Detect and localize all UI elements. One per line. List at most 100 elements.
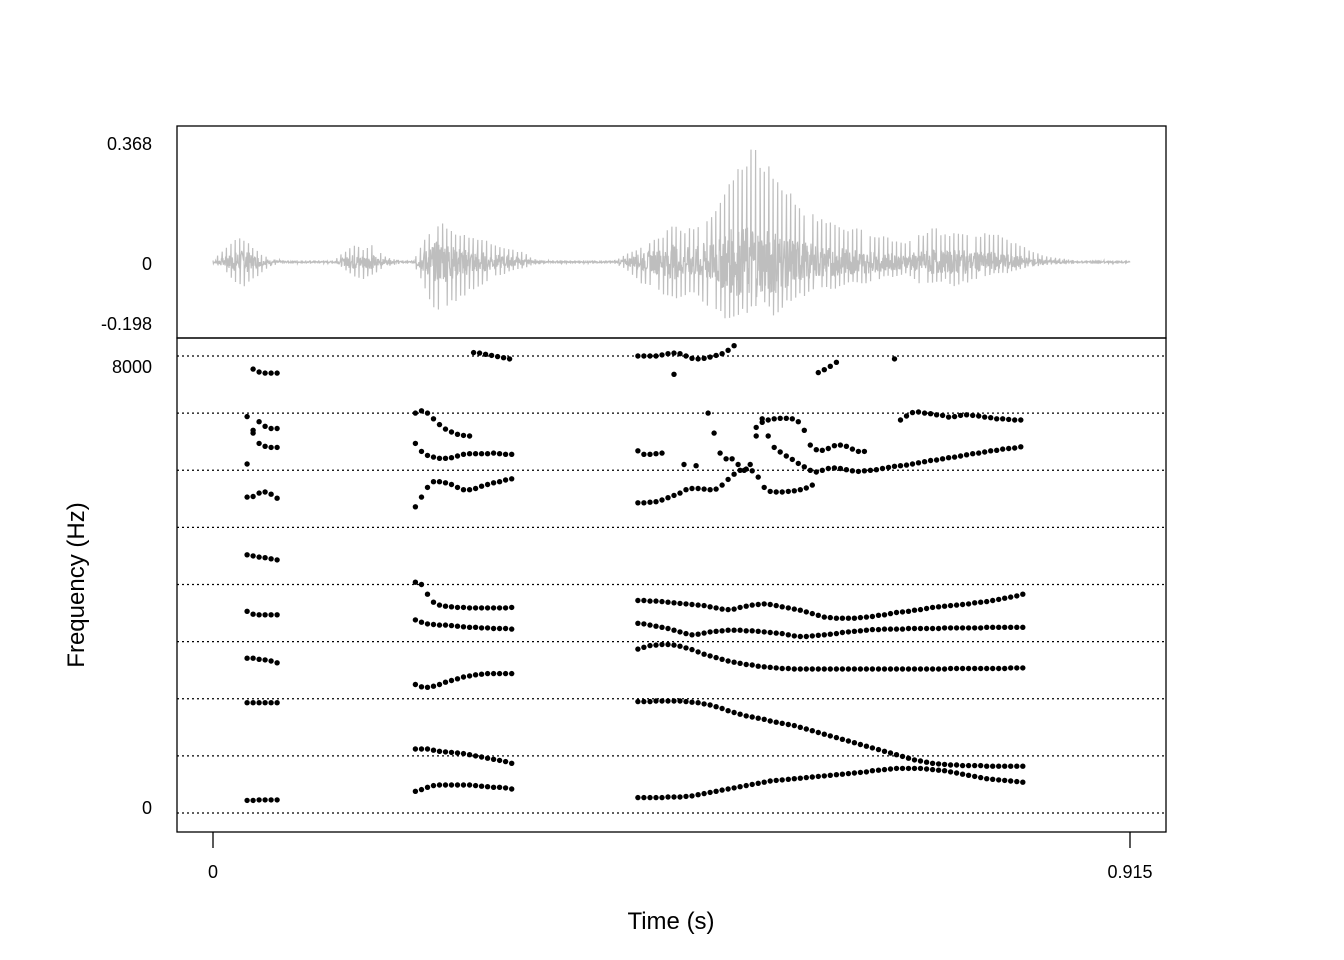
formant-point	[647, 622, 653, 628]
formant-point	[430, 621, 437, 628]
formant-point	[250, 366, 256, 372]
formant-point	[839, 629, 846, 636]
formant-point	[821, 632, 827, 638]
formant-frame	[176, 337, 1167, 833]
formant-point	[502, 605, 509, 611]
formant-point	[779, 665, 785, 672]
formant-point	[701, 355, 707, 361]
formant-point	[845, 666, 852, 672]
formant-point	[761, 716, 767, 722]
formant-point	[641, 621, 647, 627]
formant-point	[689, 793, 695, 799]
formant-point	[424, 621, 431, 627]
formant-point	[653, 623, 659, 629]
formant-point	[647, 499, 653, 505]
formant-point	[430, 454, 437, 460]
formant-point	[689, 699, 695, 705]
formant-point	[424, 484, 431, 491]
formant-point	[773, 602, 779, 609]
formant-point	[274, 370, 280, 376]
formant-point	[1020, 591, 1026, 597]
formant-point	[929, 666, 936, 672]
formant-point	[500, 355, 507, 361]
formant-point	[707, 789, 713, 796]
formant-point	[442, 455, 449, 461]
formant-point	[749, 714, 755, 720]
formant-point	[502, 670, 509, 677]
formant-point	[881, 612, 888, 618]
formant-point	[887, 666, 894, 672]
formant-point	[256, 554, 262, 560]
formant-point	[725, 347, 731, 353]
formant-point	[881, 766, 888, 773]
formant-point	[909, 409, 916, 416]
formant-point	[677, 794, 683, 800]
formant-point	[735, 461, 741, 468]
formant-point	[933, 412, 940, 418]
formant-point	[915, 409, 922, 415]
formant-point	[807, 467, 813, 473]
formant-point	[442, 679, 449, 685]
formant-point	[424, 746, 431, 752]
formant-point	[911, 607, 918, 613]
formant-point	[1020, 665, 1026, 671]
formant-point	[436, 748, 443, 754]
formant-point	[635, 698, 641, 705]
formant-point	[418, 494, 425, 500]
formant-point	[905, 625, 912, 632]
formant-point	[996, 763, 1002, 769]
formant-point	[941, 768, 948, 774]
formant-point	[671, 492, 677, 499]
formant-point	[701, 602, 707, 609]
formant-point	[731, 343, 737, 349]
formant-point	[893, 626, 900, 632]
formant-point	[982, 414, 988, 420]
formant-point	[268, 491, 274, 497]
formant-point	[418, 786, 425, 793]
formant-point	[509, 760, 515, 766]
formant-point	[262, 657, 268, 663]
formant-point	[713, 486, 719, 492]
formant-point	[496, 757, 503, 764]
formant-point	[935, 761, 942, 767]
formant-point	[677, 643, 683, 649]
formant-point	[1012, 417, 1018, 423]
formant-point	[797, 666, 803, 672]
formant-point	[767, 664, 773, 670]
formant-point	[466, 624, 473, 630]
formant-point	[454, 750, 461, 756]
formant-point	[873, 467, 880, 473]
formant-point	[635, 646, 641, 652]
formant-point	[635, 597, 641, 604]
formant-point	[484, 755, 491, 761]
formant-point	[869, 666, 876, 672]
formant-point	[821, 614, 827, 620]
formant-point	[713, 788, 719, 794]
formant-point	[857, 769, 864, 776]
formant-point	[472, 451, 479, 457]
formant-point	[881, 748, 888, 754]
formant-point	[671, 794, 677, 800]
formant-point	[268, 700, 274, 706]
formant-point	[683, 487, 689, 493]
y-axis-title: Frequency (Hz)	[63, 502, 90, 667]
formant-points	[244, 343, 1026, 804]
formant-point	[899, 753, 906, 760]
formant-point	[827, 631, 833, 637]
formant-point	[448, 749, 455, 756]
formant-point	[978, 774, 984, 781]
formant-point	[424, 784, 431, 790]
formant-point	[893, 765, 900, 772]
formant-point	[418, 408, 425, 414]
formant-point	[771, 416, 777, 422]
formant-point	[755, 628, 761, 634]
formant-point	[707, 629, 713, 635]
formant-point	[713, 352, 719, 359]
formant-point	[779, 777, 785, 783]
formant-point	[244, 700, 250, 706]
formant-point	[496, 451, 503, 457]
formant-point	[683, 353, 689, 359]
formant-point	[1006, 416, 1012, 423]
formant-point	[448, 677, 455, 684]
